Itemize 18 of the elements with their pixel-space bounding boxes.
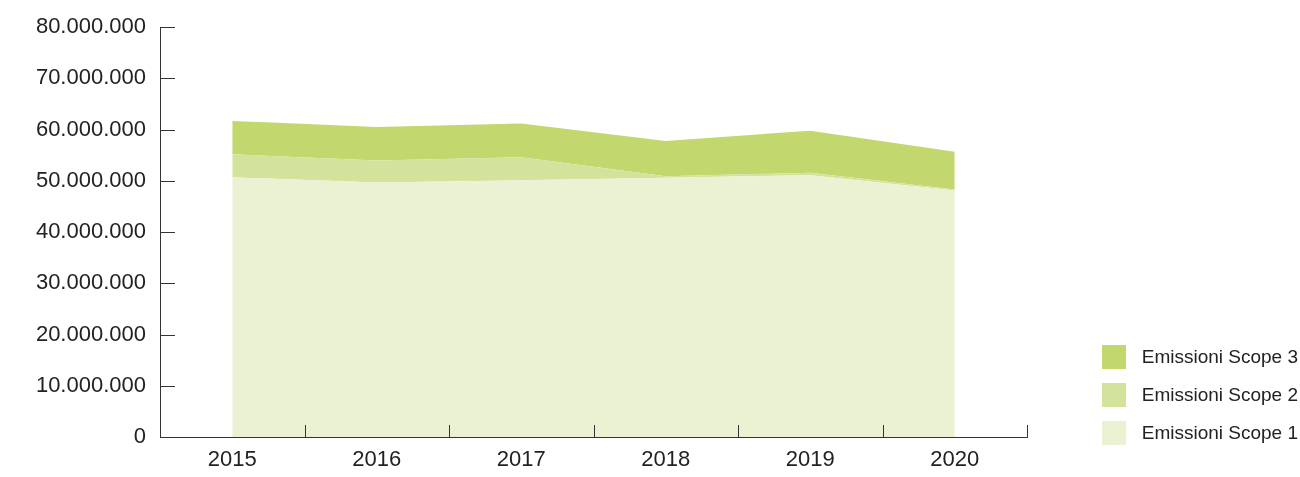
- y-tick-label: 50.000.000: [35, 166, 146, 192]
- y-tick-label: 20.000.000: [35, 320, 146, 346]
- x-tick-label: 2015: [207, 446, 257, 472]
- legend-label: Emissioni Scope 1: [1141, 422, 1298, 444]
- y-tick-label: 70.000.000: [35, 64, 146, 90]
- y-tick-label: 30.000.000: [35, 269, 146, 295]
- legend-label: Emissioni Scope 2: [1141, 384, 1298, 406]
- x-tick-label: 2017: [496, 446, 546, 472]
- y-tick-label: 10.000.000: [35, 371, 146, 397]
- y-tick-label: 40.000.000: [35, 218, 146, 244]
- x-tick-label: 2018: [641, 446, 691, 472]
- y-tick-label: 60.000.000: [35, 115, 146, 141]
- y-tick-label: 80.000.000: [35, 13, 146, 39]
- x-tick-label: 2016: [352, 446, 402, 472]
- x-tick-label: 2019: [785, 446, 835, 472]
- legend-label: Emissioni Scope 3: [1141, 346, 1298, 368]
- x-tick-label: 2020: [930, 446, 980, 472]
- y-tick-label: 0: [133, 423, 146, 449]
